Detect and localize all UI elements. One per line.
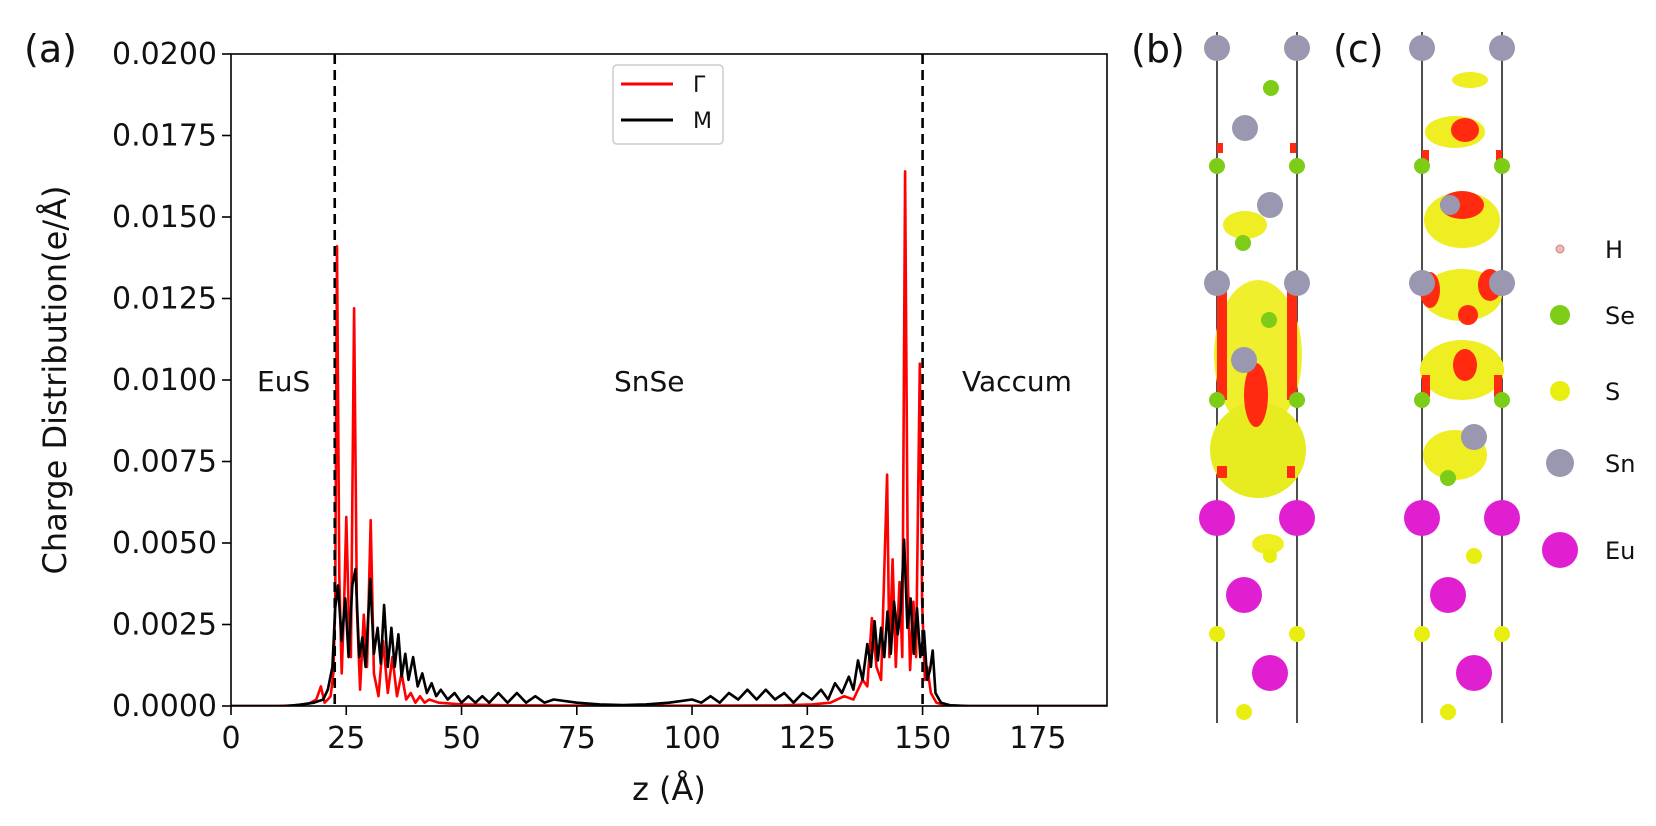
atom-legend-eu-label: Eu [1605,537,1635,565]
atom-legend-sn-label: Sn [1605,450,1635,478]
legend-m-label: M [693,109,712,134]
region-label-eus: EuS [257,365,310,398]
y-tick-label: 0.0125 [112,282,217,317]
series-line-gamma [231,170,1107,706]
charge-distribution-chart: 0.0000 0.0025 0.0050 0.0075 0.0100 0.0125 0.01… [36,37,1108,808]
series-layer [231,170,1107,706]
x-axis-title: z (Å) [632,770,706,808]
y-tick-label: 0.0100 [112,363,217,398]
panel-label-b: (b) [1131,27,1185,71]
structure-panel-b [1199,32,1315,723]
atoms-c [1404,35,1520,720]
x-tick-label: 150 [894,721,951,756]
atom-legend-h-label: H [1605,236,1623,264]
legend-gamma-label: Γ [693,73,706,98]
x-tick-label: 100 [663,721,720,756]
atom-legend: H Se S Sn Eu [1542,236,1635,568]
y-tick-label: 0.0075 [112,445,217,480]
y-tick-label: 0.0200 [112,37,217,72]
x-axis-ticks: 0 25 50 75 100 125 150 175 [221,706,1066,756]
y-tick-label: 0.0025 [112,608,217,643]
atom-legend-eu-marker [1542,532,1578,568]
atom-legend-h-marker [1555,244,1565,254]
x-tick-label: 0 [221,721,240,756]
region-label-snse: SnSe [614,365,685,398]
structure-panel-c [1404,32,1520,723]
series-line-m [231,538,1107,706]
plot-frame [230,53,1108,707]
y-tick-label: 0.0000 [112,689,217,724]
vertical-marker-lines [333,54,924,706]
panel-label-c: (c) [1333,27,1384,71]
x-tick-label: 25 [327,721,365,756]
atoms-b [1199,35,1315,720]
y-axis-ticks: 0.0000 0.0025 0.0050 0.0075 0.0100 0.0125 0.01… [112,37,231,724]
atom-legend-sn-marker [1546,449,1574,477]
atom-legend-se-marker [1550,305,1570,325]
x-tick-label: 125 [779,721,836,756]
atom-legend-s-marker [1550,381,1570,401]
charge-density-isosurface-c [1420,72,1504,480]
x-tick-label: 175 [1009,721,1066,756]
y-axis-title: Charge Distribution(e/Å) [36,185,74,574]
region-label-vacuum: Vaccum [962,365,1072,398]
chart-legend: Γ M [612,64,724,145]
x-tick-label: 75 [558,721,596,756]
atom-legend-se-label: Se [1605,302,1635,330]
y-tick-label: 0.0150 [112,200,217,235]
y-tick-label: 0.0050 [112,526,217,561]
atom-legend-s-label: S [1605,378,1620,406]
x-tick-label: 50 [442,721,480,756]
panel-label-a: (a) [24,27,77,71]
charge-density-isosurface-b [1210,143,1306,554]
y-tick-label: 0.0175 [112,119,217,154]
